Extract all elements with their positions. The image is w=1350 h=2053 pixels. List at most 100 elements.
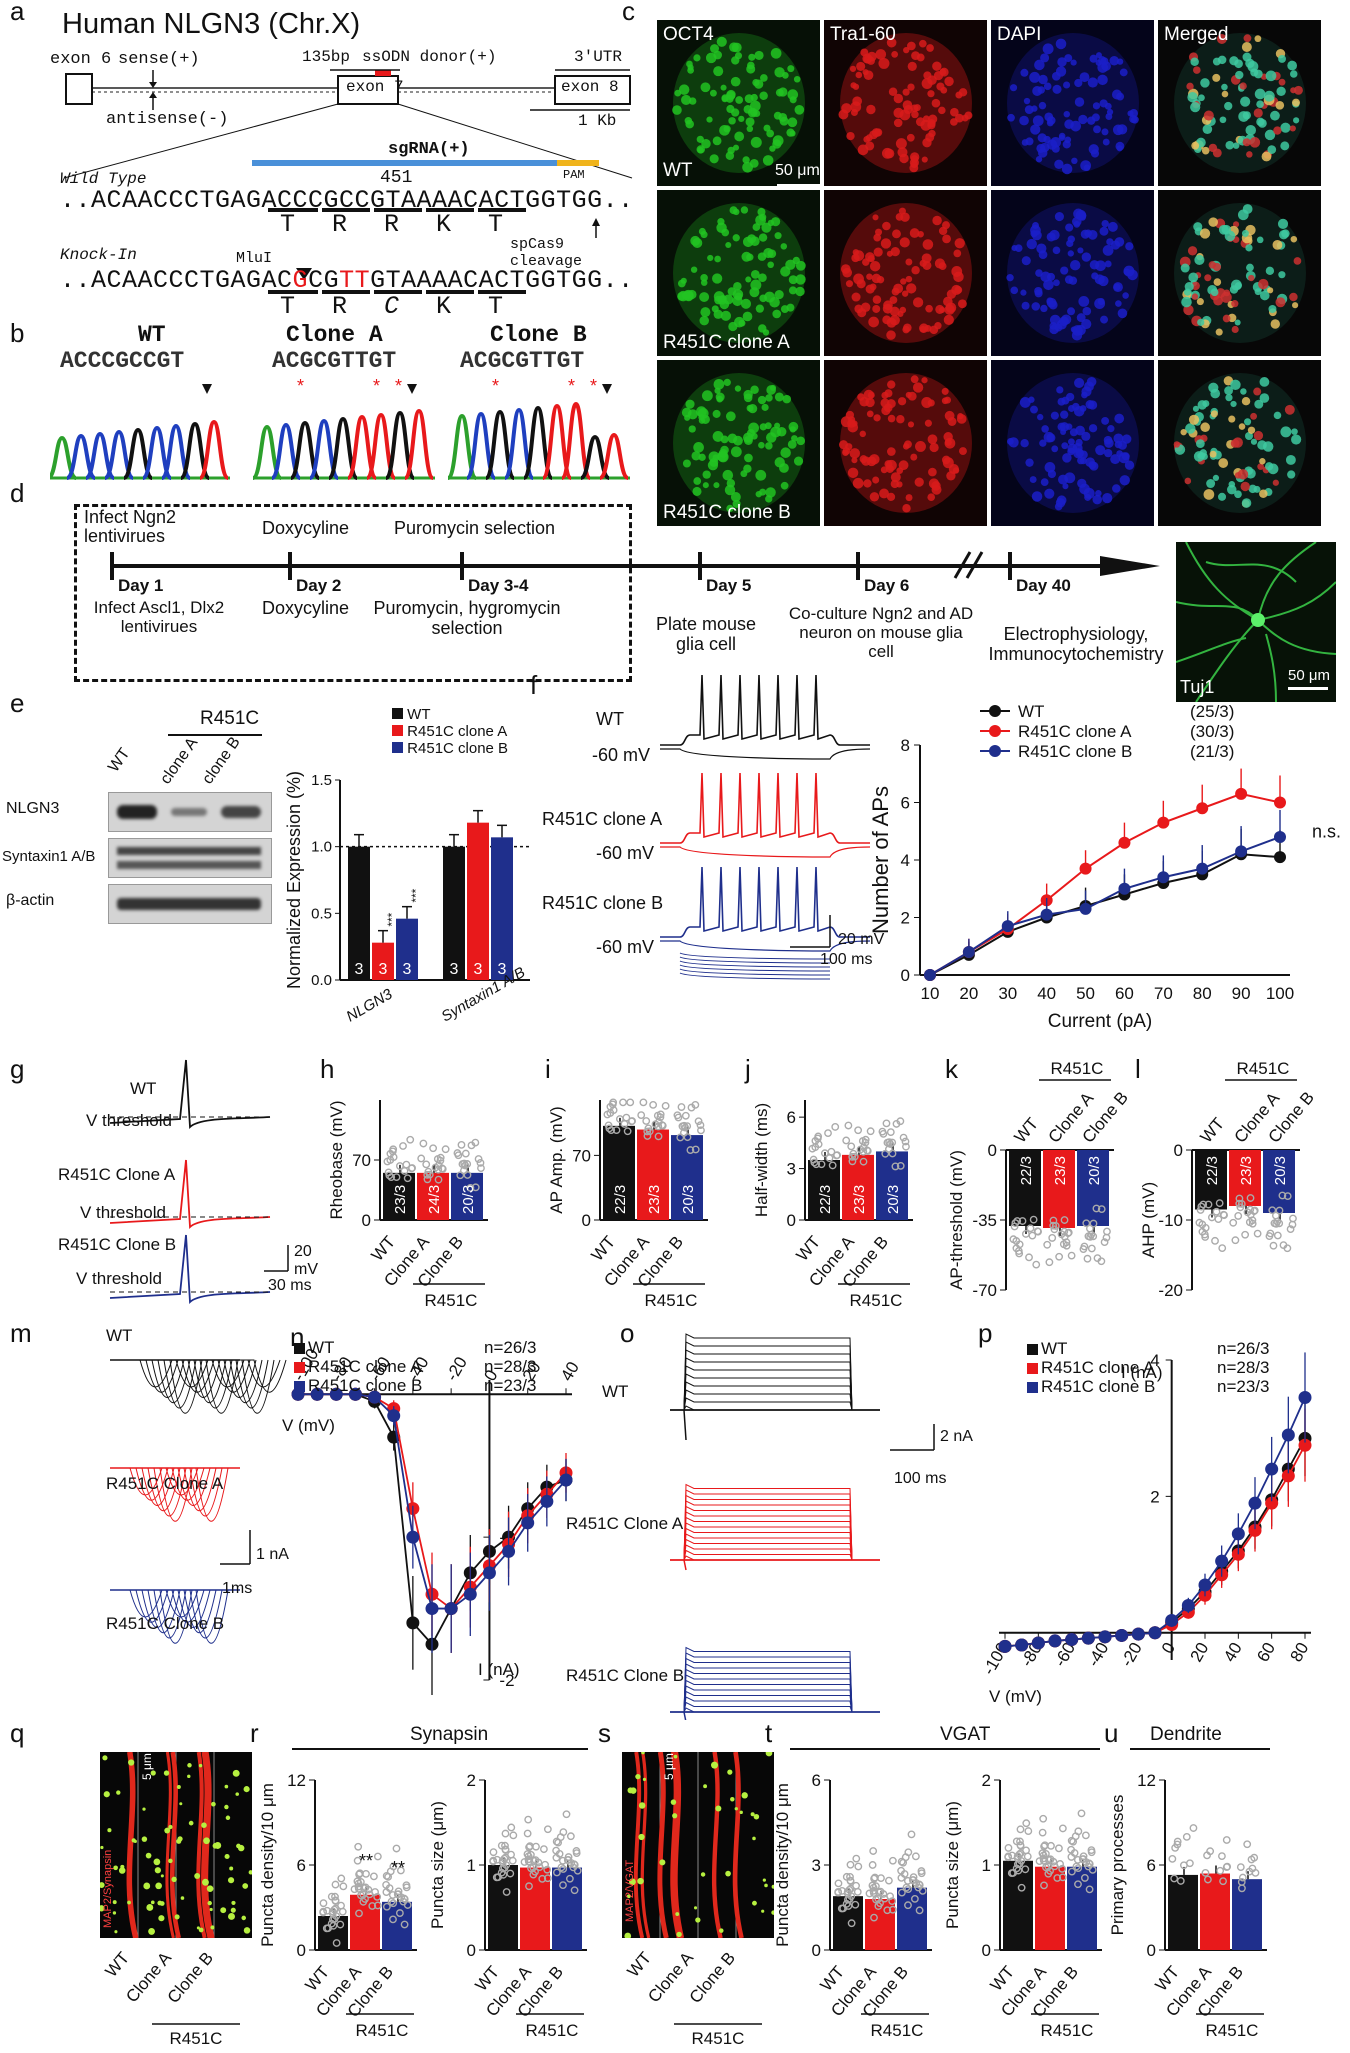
nucleus (866, 410, 874, 418)
data-dot (389, 1862, 398, 1871)
data-dot (1072, 1862, 1081, 1871)
tick-label: 0 (901, 966, 910, 985)
dendrite (711, 1752, 722, 1938)
trace-label: WT (596, 709, 624, 729)
current-trace (680, 1389, 870, 1411)
data-dot (531, 1867, 539, 1876)
nucleus (1044, 112, 1054, 122)
puncta (179, 1802, 183, 1806)
nucleus (1195, 439, 1205, 449)
bar (1195, 1150, 1227, 1210)
data-dot (1021, 1230, 1030, 1238)
data-dot (915, 1906, 924, 1915)
data-dot (1097, 1257, 1106, 1266)
nucleus (1065, 223, 1074, 232)
exon8-box (554, 75, 631, 105)
nucleus (900, 278, 907, 285)
nucleus (906, 133, 915, 142)
data-dot (896, 1161, 905, 1170)
nucleus (869, 283, 877, 291)
data-dot (337, 1874, 346, 1883)
col-label: Merged (1164, 24, 1229, 45)
n-label: 22/3 (817, 1185, 834, 1214)
nucleus (1285, 454, 1296, 465)
nucleus (1190, 57, 1199, 66)
puncta (248, 1870, 252, 1875)
data-point (1274, 796, 1286, 809)
nucleus (959, 447, 967, 456)
nucleus (1030, 405, 1038, 414)
trace-label: R451C clone A (542, 809, 663, 829)
pam-label: PAM (563, 168, 585, 182)
data-dot (429, 1144, 438, 1153)
tick-label: 60 (1253, 1639, 1279, 1665)
legend-text: R451C clone B (1041, 1377, 1155, 1396)
y-axis-label: Puncta density/10 μm (258, 1783, 277, 1947)
data-point (1298, 1391, 1312, 1404)
nucleus (1103, 435, 1113, 445)
puncta (752, 1900, 757, 1906)
data-dot (1025, 1253, 1033, 1262)
data-dot (530, 1857, 538, 1865)
nucleus (1284, 404, 1295, 415)
nucleus (789, 130, 796, 137)
data-dot (637, 1111, 646, 1120)
nucleus (943, 396, 951, 404)
data-point (406, 1530, 420, 1544)
current-trace (110, 1589, 211, 1628)
data-dot (896, 1117, 905, 1126)
current-trace (110, 1359, 221, 1398)
nucleus (1229, 56, 1239, 66)
nucleus (1122, 292, 1129, 299)
nucleus (726, 504, 734, 513)
nucleus (1253, 485, 1261, 493)
nucleus (1194, 254, 1205, 265)
blot-strip (108, 838, 272, 878)
data-dot (879, 1129, 888, 1138)
n-label: 3 (379, 961, 388, 978)
nucleus (922, 260, 932, 270)
data-point (1165, 1613, 1179, 1627)
nucleus (712, 409, 721, 418)
tick-label: 80 (1193, 984, 1212, 1003)
mutation-star: * (568, 378, 575, 396)
nucleus (1114, 237, 1125, 247)
data-point (1015, 1638, 1029, 1652)
data-dot (848, 1152, 857, 1161)
nucleus (895, 138, 907, 150)
cut-arrow (407, 384, 417, 394)
nucleus (770, 426, 782, 438)
data-dot (1220, 1211, 1228, 1220)
panel-d-timeline: Infect Ngn2 lentivirues Doxycyline Purom… (0, 490, 1350, 720)
trace-label: R451C Clone B (566, 1666, 685, 1685)
nucleus (765, 495, 773, 503)
series-line (929, 853, 1281, 976)
nucleus (720, 84, 727, 91)
data-dot (901, 1137, 910, 1146)
nucleus (929, 442, 939, 453)
micrograph-tile (1158, 360, 1321, 526)
data-point (368, 1390, 382, 1404)
nucleus (1102, 493, 1113, 504)
nucleus (911, 110, 919, 119)
nucleus (1119, 475, 1130, 486)
nucleus (1241, 229, 1249, 237)
data-dot (842, 1136, 851, 1145)
bar (1009, 1150, 1041, 1226)
nucleus (906, 41, 916, 51)
nucleus (1123, 265, 1135, 277)
nucleus (901, 290, 909, 297)
current-trace (110, 1589, 205, 1623)
data-dot (1059, 1240, 1068, 1249)
nucleus (1034, 59, 1045, 71)
nucleus (1079, 405, 1087, 412)
nucleus (886, 250, 893, 257)
data-dot (1087, 1244, 1096, 1253)
nucleus (1225, 394, 1233, 402)
nucleus (1217, 55, 1227, 65)
data-dot (1026, 1224, 1035, 1233)
current-trace (110, 1467, 229, 1522)
data-dot (360, 1884, 368, 1893)
nucleus (890, 472, 901, 483)
n-label: 23/3 (851, 1185, 868, 1214)
